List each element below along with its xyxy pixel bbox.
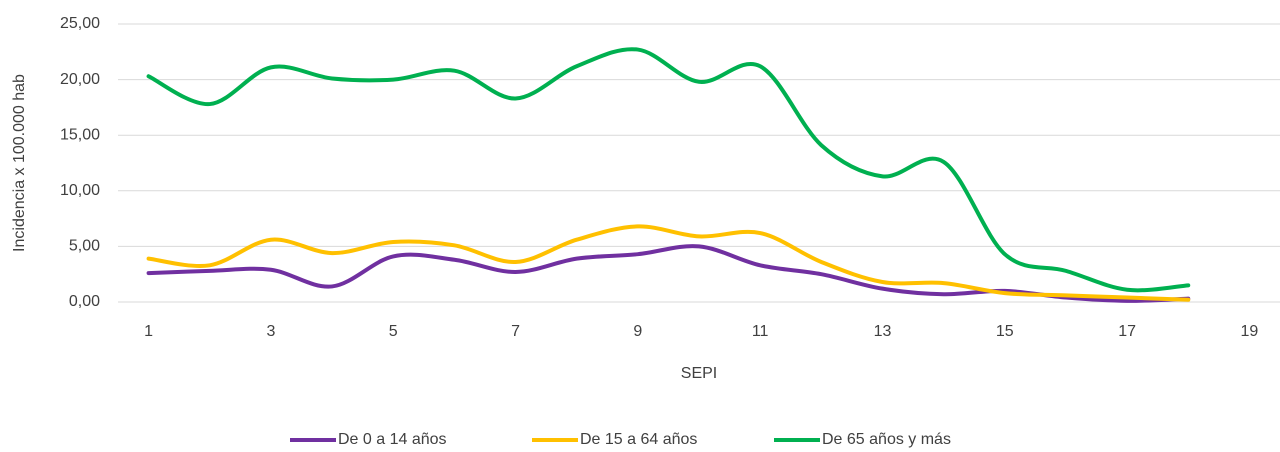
y-tick-label: 20,00 [60, 71, 100, 88]
legend-label: De 65 años y más [822, 431, 951, 448]
series-line [146, 47, 1191, 293]
legend-label: De 15 a 64 años [580, 431, 697, 448]
x-tick-label: 19 [1241, 323, 1259, 340]
x-tick-label: 5 [389, 323, 398, 340]
y-tick-label: 5,00 [69, 238, 100, 255]
x-tick-label: 13 [874, 323, 892, 340]
y-tick-label: 15,00 [60, 126, 100, 143]
x-tick-label: 17 [1118, 323, 1136, 340]
x-tick-label: 9 [633, 323, 642, 340]
x-tick-label: 7 [511, 323, 520, 340]
x-tick-label: 1 [144, 323, 153, 340]
y-tick-label: 10,00 [60, 182, 100, 199]
x-axis-label: SEPI [681, 365, 717, 382]
x-tick-label: 11 [752, 323, 769, 340]
x-tick-label: 15 [996, 323, 1014, 340]
x-tick-label: 3 [266, 323, 275, 340]
y-axis-label: Incidencia x 100.000 hab [11, 74, 28, 252]
legend-label: De 0 a 14 años [338, 431, 447, 448]
y-tick-label: 0,00 [69, 293, 100, 310]
series-line [146, 224, 1191, 302]
series-line [146, 244, 1191, 303]
y-tick-label: 25,00 [60, 15, 100, 32]
